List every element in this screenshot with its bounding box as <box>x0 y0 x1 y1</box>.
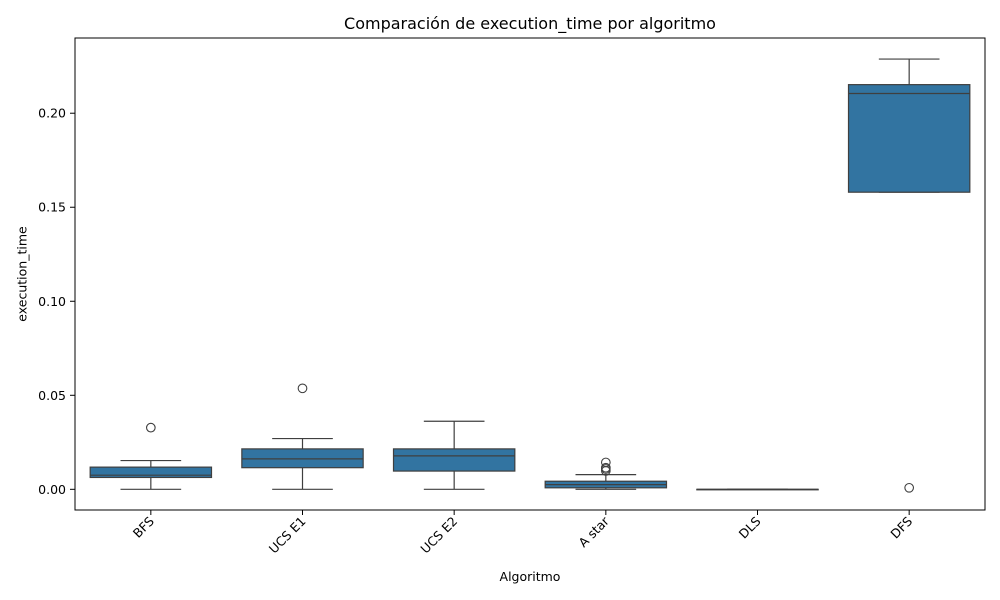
box-a-star <box>544 457 668 490</box>
box-bfs <box>89 422 213 490</box>
y-tick-label: 0.00 <box>38 482 66 497</box>
y-axis-label: execution_time <box>14 226 30 322</box>
y-tick-label: 0.20 <box>38 106 66 121</box>
x-tick-label: A star <box>575 513 612 550</box>
box-iqr <box>392 448 516 472</box>
box-dfs <box>847 58 971 493</box>
box-ucs-e1 <box>241 383 364 490</box>
outlier-point <box>904 482 915 493</box>
outlier-point <box>600 462 611 473</box>
outlier-point <box>600 457 611 468</box>
chart-title: Comparación de execution_time por algori… <box>344 14 716 33</box>
box-iqr <box>89 466 213 479</box>
y-axis: 0.00 0.05 0.10 0.15 0.20 <box>38 106 75 497</box>
outlier-point <box>145 422 156 433</box>
x-axis: BFS UCS E1 UCS E2 A star DLS DFS <box>130 510 915 557</box>
box-ucs-e2 <box>392 420 516 490</box>
x-tick-label: DFS <box>887 513 915 541</box>
boxes-layer <box>89 58 971 493</box>
outlier-point <box>297 383 308 394</box>
y-tick-label: 0.05 <box>38 388 66 403</box>
x-tick-label: DLS <box>736 513 764 541</box>
x-tick-label: UCS E2 <box>417 514 460 557</box>
x-axis-label: Algoritmo <box>499 569 561 584</box>
y-tick-label: 0.15 <box>38 200 66 215</box>
y-tick-label: 0.10 <box>38 294 66 309</box>
box-dls <box>696 488 819 491</box>
x-tick-label: BFS <box>130 513 157 540</box>
box-iqr <box>847 84 971 193</box>
plot-area-frame <box>74 37 986 511</box>
x-tick-label: UCS E1 <box>266 514 309 557</box>
